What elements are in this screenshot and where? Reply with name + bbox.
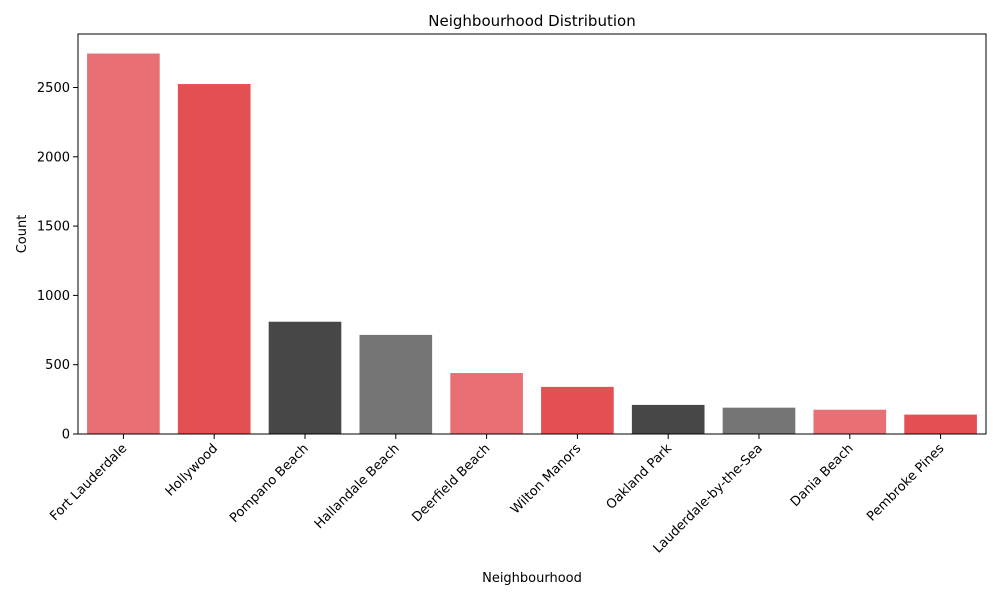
y-tick-label: 2000 (37, 150, 70, 165)
bar-deerfield-beach (450, 373, 523, 434)
bar-wilton-manors (541, 386, 614, 434)
y-tick-label: 1000 (37, 289, 70, 304)
bar-hollywood (177, 84, 251, 434)
y-axis-label: Count (15, 215, 30, 254)
bar-oakland-park (631, 404, 705, 434)
chart-title: Neighbourhood Distribution (428, 12, 635, 30)
bar-pompano-beach (268, 321, 342, 434)
y-tick-label: 0 (62, 428, 70, 443)
bars-group (87, 53, 977, 435)
bar-fort-lauderdale (87, 53, 160, 435)
x-axis-label: Neighbourhood (482, 571, 582, 586)
bar-pembroke-pines (904, 414, 977, 434)
plot-frame (77, 33, 987, 435)
y-tick-label: 2500 (37, 81, 70, 96)
y-tick-label: 500 (45, 358, 70, 373)
bar-lauderdale-by-the-sea (722, 407, 796, 434)
bar-dania-beach (813, 409, 887, 434)
bar-hallandale-beach (359, 334, 433, 434)
y-tick-label: 1500 (37, 220, 70, 235)
y-axis: 0 500 1000 1500 2000 2500 (37, 81, 78, 443)
